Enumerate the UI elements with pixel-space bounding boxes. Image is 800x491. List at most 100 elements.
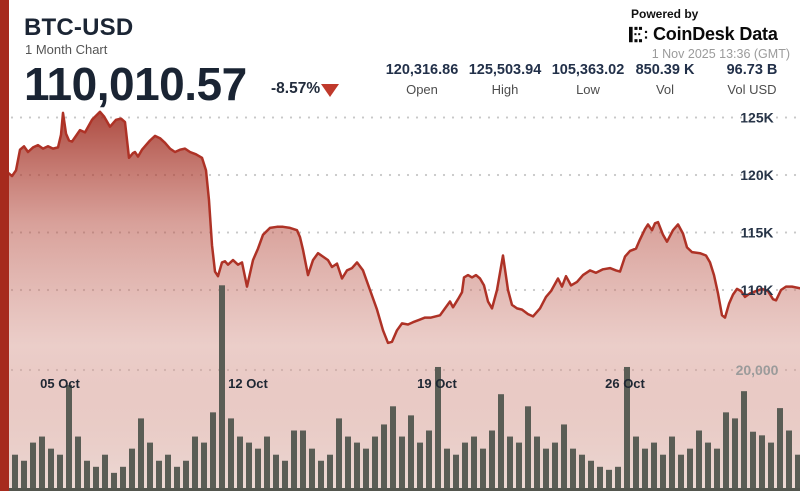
volume-bar <box>336 418 342 491</box>
volume-bar <box>471 436 477 491</box>
x-axis-tick: 19 Oct <box>417 376 457 391</box>
volume-bar <box>570 448 576 491</box>
volume-bar <box>237 436 243 491</box>
coindesk-logo-text: CoinDesk Data <box>653 24 778 45</box>
volume-bar <box>678 454 684 491</box>
volume-bar <box>228 418 234 491</box>
volume-bar <box>750 431 756 491</box>
y-axis-tick: 115K <box>741 225 774 241</box>
page-title: BTC-USD <box>24 14 134 41</box>
volume-bar <box>183 460 189 491</box>
volume-bar <box>363 448 369 491</box>
volume-bar <box>534 436 540 491</box>
volume-bar <box>417 442 423 491</box>
stat-high-label: High <box>491 82 519 97</box>
volume-bar <box>156 460 162 491</box>
volume-bar <box>399 436 405 491</box>
price-area-fill <box>8 111 800 491</box>
volume-bar <box>354 442 360 491</box>
volume-bar <box>372 436 378 491</box>
volume-bar <box>687 448 693 491</box>
volume-bar <box>309 448 315 491</box>
volume-bar <box>282 460 288 491</box>
volume-bar <box>408 415 414 491</box>
volume-bar <box>12 454 18 491</box>
volume-bar <box>318 460 324 491</box>
volume-bar <box>732 418 738 491</box>
current-price: 110,010.57 <box>24 58 247 110</box>
stat-high-value: 125,503.94 <box>468 62 542 78</box>
stat-vol-usd-label: Vol USD <box>727 82 777 97</box>
volume-bar <box>696 430 702 491</box>
volume-bar <box>525 406 531 491</box>
volume-bar <box>552 442 558 491</box>
volume-bar <box>201 442 207 491</box>
stat-vol-label: Vol <box>655 82 675 97</box>
volume-bar <box>30 442 36 491</box>
volume-bar <box>777 408 783 491</box>
price-line <box>6 110 800 345</box>
volume-bar <box>57 454 63 491</box>
volume-bar <box>642 448 648 491</box>
volume-bar <box>66 385 72 491</box>
volume-bar <box>345 436 351 491</box>
volume-bar <box>786 430 792 491</box>
powered-by-label: Powered by <box>631 7 699 21</box>
volume-bar <box>390 406 396 491</box>
volume-bar <box>795 454 800 491</box>
volume-bar <box>84 460 90 491</box>
x-axis-tick: 12 Oct <box>228 376 268 391</box>
volume-bar <box>660 454 666 491</box>
volume-bar <box>705 442 711 491</box>
volume-bar <box>111 472 117 491</box>
volume-axis-tick: 20,000 <box>736 362 779 378</box>
stat-vol-usd-value: 96.73 B <box>726 62 778 78</box>
volume-bar <box>714 448 720 491</box>
volume-bar <box>435 366 441 491</box>
volume-bar <box>327 454 333 491</box>
stat-high: 125,503.94 High <box>450 62 560 97</box>
down-arrow-icon <box>321 84 339 97</box>
volume-bar <box>606 469 612 491</box>
volume-bar <box>129 448 135 491</box>
volume-bar <box>174 466 180 491</box>
y-axis-tick: 110K <box>741 282 774 298</box>
volume-bar <box>516 442 522 491</box>
volume-bar <box>102 454 108 491</box>
volume-bar <box>651 442 657 491</box>
coindesk-data-logo[interactable]: CoinDesk Data <box>629 24 778 45</box>
volume-bar <box>759 435 765 491</box>
volume-bar <box>588 460 594 491</box>
volume-bars <box>12 285 800 491</box>
stat-vol-usd: 96.73 B Vol USD <box>697 62 800 97</box>
volume-bar <box>624 366 630 491</box>
stat-vol-value: 850.39 K <box>635 62 695 78</box>
volume-bar <box>723 412 729 491</box>
stat-open-label: Open <box>406 82 438 97</box>
volume-bar <box>75 436 81 491</box>
logo-word-data: Data <box>739 24 778 44</box>
volume-bar <box>165 454 171 491</box>
volume-bar <box>264 436 270 491</box>
x-axis-tick: 05 Oct <box>40 376 80 391</box>
volume-bar <box>48 448 54 491</box>
volume-bar <box>147 442 153 491</box>
volume-bar <box>138 418 144 491</box>
volume-bar <box>579 454 585 491</box>
chart-baseline <box>9 488 800 491</box>
x-axis-tick: 26 Oct <box>605 376 645 391</box>
volume-bar <box>93 466 99 491</box>
volume-bar <box>741 391 747 491</box>
volume-bar <box>39 436 45 491</box>
volume-bar <box>453 454 459 491</box>
volume-bar <box>507 436 513 491</box>
volume-bar <box>543 448 549 491</box>
volume-bar <box>597 466 603 491</box>
stat-low-label: Low <box>576 82 600 97</box>
volume-bar <box>120 466 126 491</box>
volume-bar <box>300 430 306 491</box>
volume-bar <box>291 430 297 491</box>
volume-bar <box>768 442 774 491</box>
